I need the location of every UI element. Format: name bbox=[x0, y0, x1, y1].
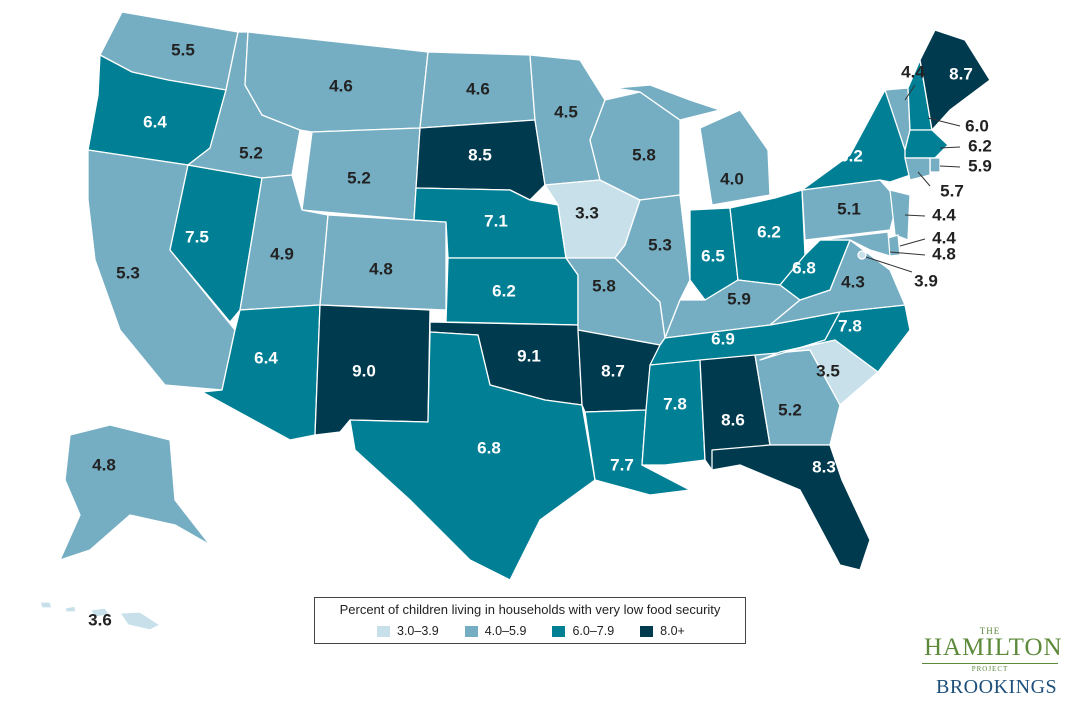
state-ri bbox=[929, 157, 941, 173]
label-mo: 5.8 bbox=[592, 276, 616, 295]
state-dc bbox=[857, 250, 867, 260]
label-ky: 5.9 bbox=[727, 289, 751, 308]
label-ar: 8.7 bbox=[601, 361, 625, 380]
state-ct bbox=[904, 157, 931, 181]
legend-label: 4.0–5.9 bbox=[484, 624, 527, 638]
label-dc: 3.9 bbox=[914, 271, 938, 290]
leader-nj bbox=[904, 214, 926, 217]
map-legend: Percent of children living in households… bbox=[314, 597, 746, 644]
state-ma bbox=[904, 129, 949, 159]
label-nv: 7.5 bbox=[185, 227, 209, 246]
label-wa: 5.5 bbox=[171, 40, 195, 59]
label-la: 7.7 bbox=[610, 455, 634, 474]
label-ga: 5.2 bbox=[778, 400, 802, 419]
legend-swatch bbox=[552, 625, 566, 637]
label-nc: 7.8 bbox=[838, 316, 862, 335]
label-tx: 6.8 bbox=[477, 438, 501, 457]
label-ct: 5.7 bbox=[940, 181, 964, 200]
leader-ct bbox=[917, 171, 931, 187]
legend-item-bin-2: 4.0–5.9 bbox=[464, 624, 527, 638]
state-fl bbox=[711, 444, 871, 571]
label-wv: 6.8 bbox=[792, 258, 816, 277]
label-ms: 7.8 bbox=[663, 394, 687, 413]
label-mt: 4.6 bbox=[329, 76, 353, 95]
state-co bbox=[319, 214, 447, 311]
label-de: 4.4 bbox=[932, 228, 956, 247]
label-va: 4.3 bbox=[841, 272, 865, 291]
legend-title: Percent of children living in households… bbox=[339, 602, 721, 617]
label-pa: 5.1 bbox=[837, 199, 861, 218]
legend-items: 3.0–3.9 4.0–5.9 6.0–7.9 8.0+ bbox=[377, 624, 685, 638]
label-ma: 6.2 bbox=[968, 136, 992, 155]
leader-ri bbox=[939, 165, 961, 168]
label-ri: 5.9 bbox=[968, 156, 992, 175]
state-ak bbox=[59, 424, 211, 561]
logo-brookings: BROOKINGS bbox=[936, 676, 1058, 698]
label-ne: 7.1 bbox=[484, 211, 508, 230]
label-az: 6.4 bbox=[254, 348, 278, 367]
label-sd: 8.5 bbox=[468, 145, 492, 164]
label-wy: 5.2 bbox=[347, 168, 371, 187]
label-hi: 3.6 bbox=[88, 610, 112, 629]
hamilton-brookings-logo: THE HAMILTON PROJECT BROOKINGS bbox=[920, 626, 1063, 698]
logo-project: PROJECT bbox=[971, 665, 1009, 673]
logo-the: THE bbox=[979, 626, 1001, 636]
label-md: 4.8 bbox=[932, 244, 956, 263]
legend-item-bin-1: 3.0–3.9 bbox=[377, 624, 439, 638]
label-ak: 4.8 bbox=[92, 455, 116, 474]
state-wi bbox=[589, 91, 681, 201]
legend-swatch bbox=[377, 625, 390, 637]
label-or: 6.4 bbox=[143, 112, 167, 131]
legend-item-bin-3: 6.0–7.9 bbox=[552, 624, 614, 638]
state-mi bbox=[614, 84, 771, 206]
label-id: 5.2 bbox=[239, 143, 263, 162]
label-al: 8.6 bbox=[721, 410, 745, 429]
state-nc bbox=[759, 304, 911, 373]
label-nd: 4.6 bbox=[466, 79, 490, 98]
state-md bbox=[819, 231, 891, 257]
label-il: 5.3 bbox=[648, 235, 672, 254]
logo-rule bbox=[922, 663, 1058, 664]
state-tx bbox=[349, 331, 596, 581]
leader-nh bbox=[927, 117, 961, 127]
legend-item-bin-4: 8.0+ bbox=[640, 624, 685, 638]
legend-label: 8.0+ bbox=[660, 624, 685, 638]
label-nj: 4.4 bbox=[932, 205, 956, 224]
leader-dc bbox=[865, 256, 913, 273]
label-me: 8.7 bbox=[949, 64, 973, 83]
label-ut: 4.9 bbox=[270, 244, 294, 263]
label-ny: 6.2 bbox=[839, 146, 863, 165]
leader-de bbox=[899, 238, 926, 247]
label-co: 4.8 bbox=[369, 259, 393, 278]
label-ia: 3.3 bbox=[575, 203, 599, 222]
label-fl: 8.3 bbox=[812, 457, 836, 476]
legend-label: 3.0–3.9 bbox=[397, 624, 439, 638]
label-ks: 6.2 bbox=[492, 281, 516, 300]
leader-ma bbox=[939, 146, 961, 149]
label-tn: 6.9 bbox=[711, 329, 735, 348]
label-nm: 9.0 bbox=[352, 361, 376, 380]
label-ok: 9.1 bbox=[517, 346, 541, 365]
label-ca: 5.3 bbox=[116, 263, 140, 282]
state-nj bbox=[889, 189, 911, 241]
legend-label: 6.0–7.9 bbox=[572, 624, 615, 638]
legend-swatch bbox=[640, 625, 654, 637]
label-sc: 3.5 bbox=[816, 361, 840, 380]
legend-swatch bbox=[464, 625, 478, 637]
label-mn: 4.5 bbox=[554, 102, 578, 121]
label-nh: 6.0 bbox=[965, 116, 989, 135]
state-hi bbox=[39, 601, 161, 631]
label-wi: 5.8 bbox=[632, 145, 656, 164]
logo-hamilton: HAMILTON bbox=[924, 634, 1063, 661]
label-mi: 4.0 bbox=[720, 169, 744, 188]
label-vt: 4.4 bbox=[901, 62, 925, 81]
leader-vt bbox=[904, 84, 916, 101]
leader-md bbox=[889, 251, 926, 256]
label-oh: 6.2 bbox=[757, 222, 781, 241]
label-in: 6.5 bbox=[701, 246, 725, 265]
